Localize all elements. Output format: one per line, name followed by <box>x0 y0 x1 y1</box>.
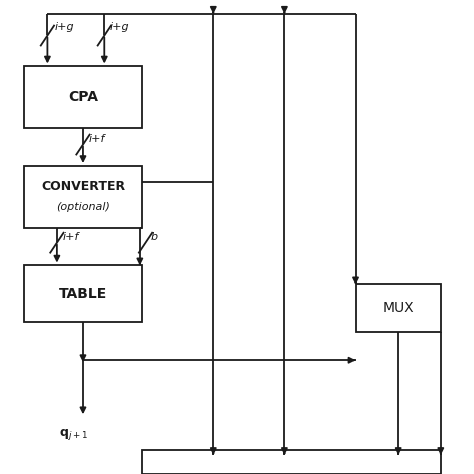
Bar <box>356 284 441 332</box>
Text: i+g: i+g <box>110 22 129 32</box>
Bar <box>24 265 142 322</box>
Text: i+f: i+f <box>89 134 105 144</box>
Text: b: b <box>150 232 157 242</box>
Bar <box>142 450 441 474</box>
Text: TABLE: TABLE <box>59 287 107 301</box>
Text: i+f: i+f <box>63 232 79 242</box>
Text: $\mathbf{q}_{j+1}$: $\mathbf{q}_{j+1}$ <box>59 427 88 442</box>
Bar <box>24 66 142 128</box>
Text: CONVERTER: CONVERTER <box>41 180 125 193</box>
Text: (optional): (optional) <box>56 202 110 212</box>
Text: i+g: i+g <box>55 22 74 32</box>
Text: MUX: MUX <box>383 301 414 315</box>
Bar <box>24 166 142 228</box>
Text: CPA: CPA <box>68 90 98 104</box>
